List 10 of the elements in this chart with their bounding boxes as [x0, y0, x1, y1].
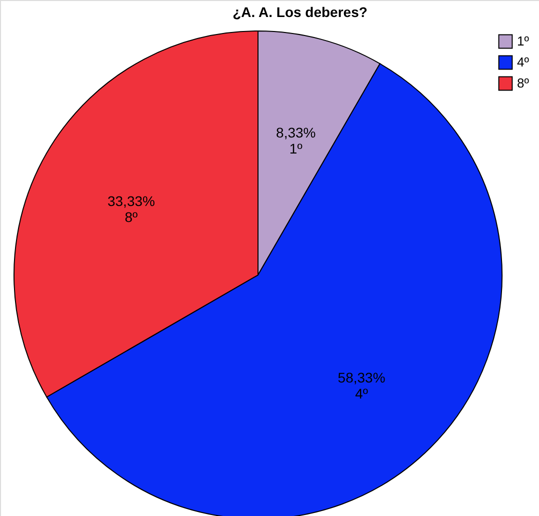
data-label: 8,33%	[276, 124, 316, 141]
slice-label: 1º	[289, 140, 302, 157]
data-label: 58,33%	[338, 370, 386, 386]
legend-label: 8º	[517, 76, 530, 90]
chart-title: ¿A. A. Los deberes?	[232, 4, 368, 20]
slice-label: 4º	[355, 386, 368, 402]
legend-label: 4º	[517, 54, 530, 70]
data-label: 33,33%	[107, 192, 155, 209]
slice-label: 8º	[124, 208, 138, 225]
legend-label: 1º	[517, 34, 530, 48]
